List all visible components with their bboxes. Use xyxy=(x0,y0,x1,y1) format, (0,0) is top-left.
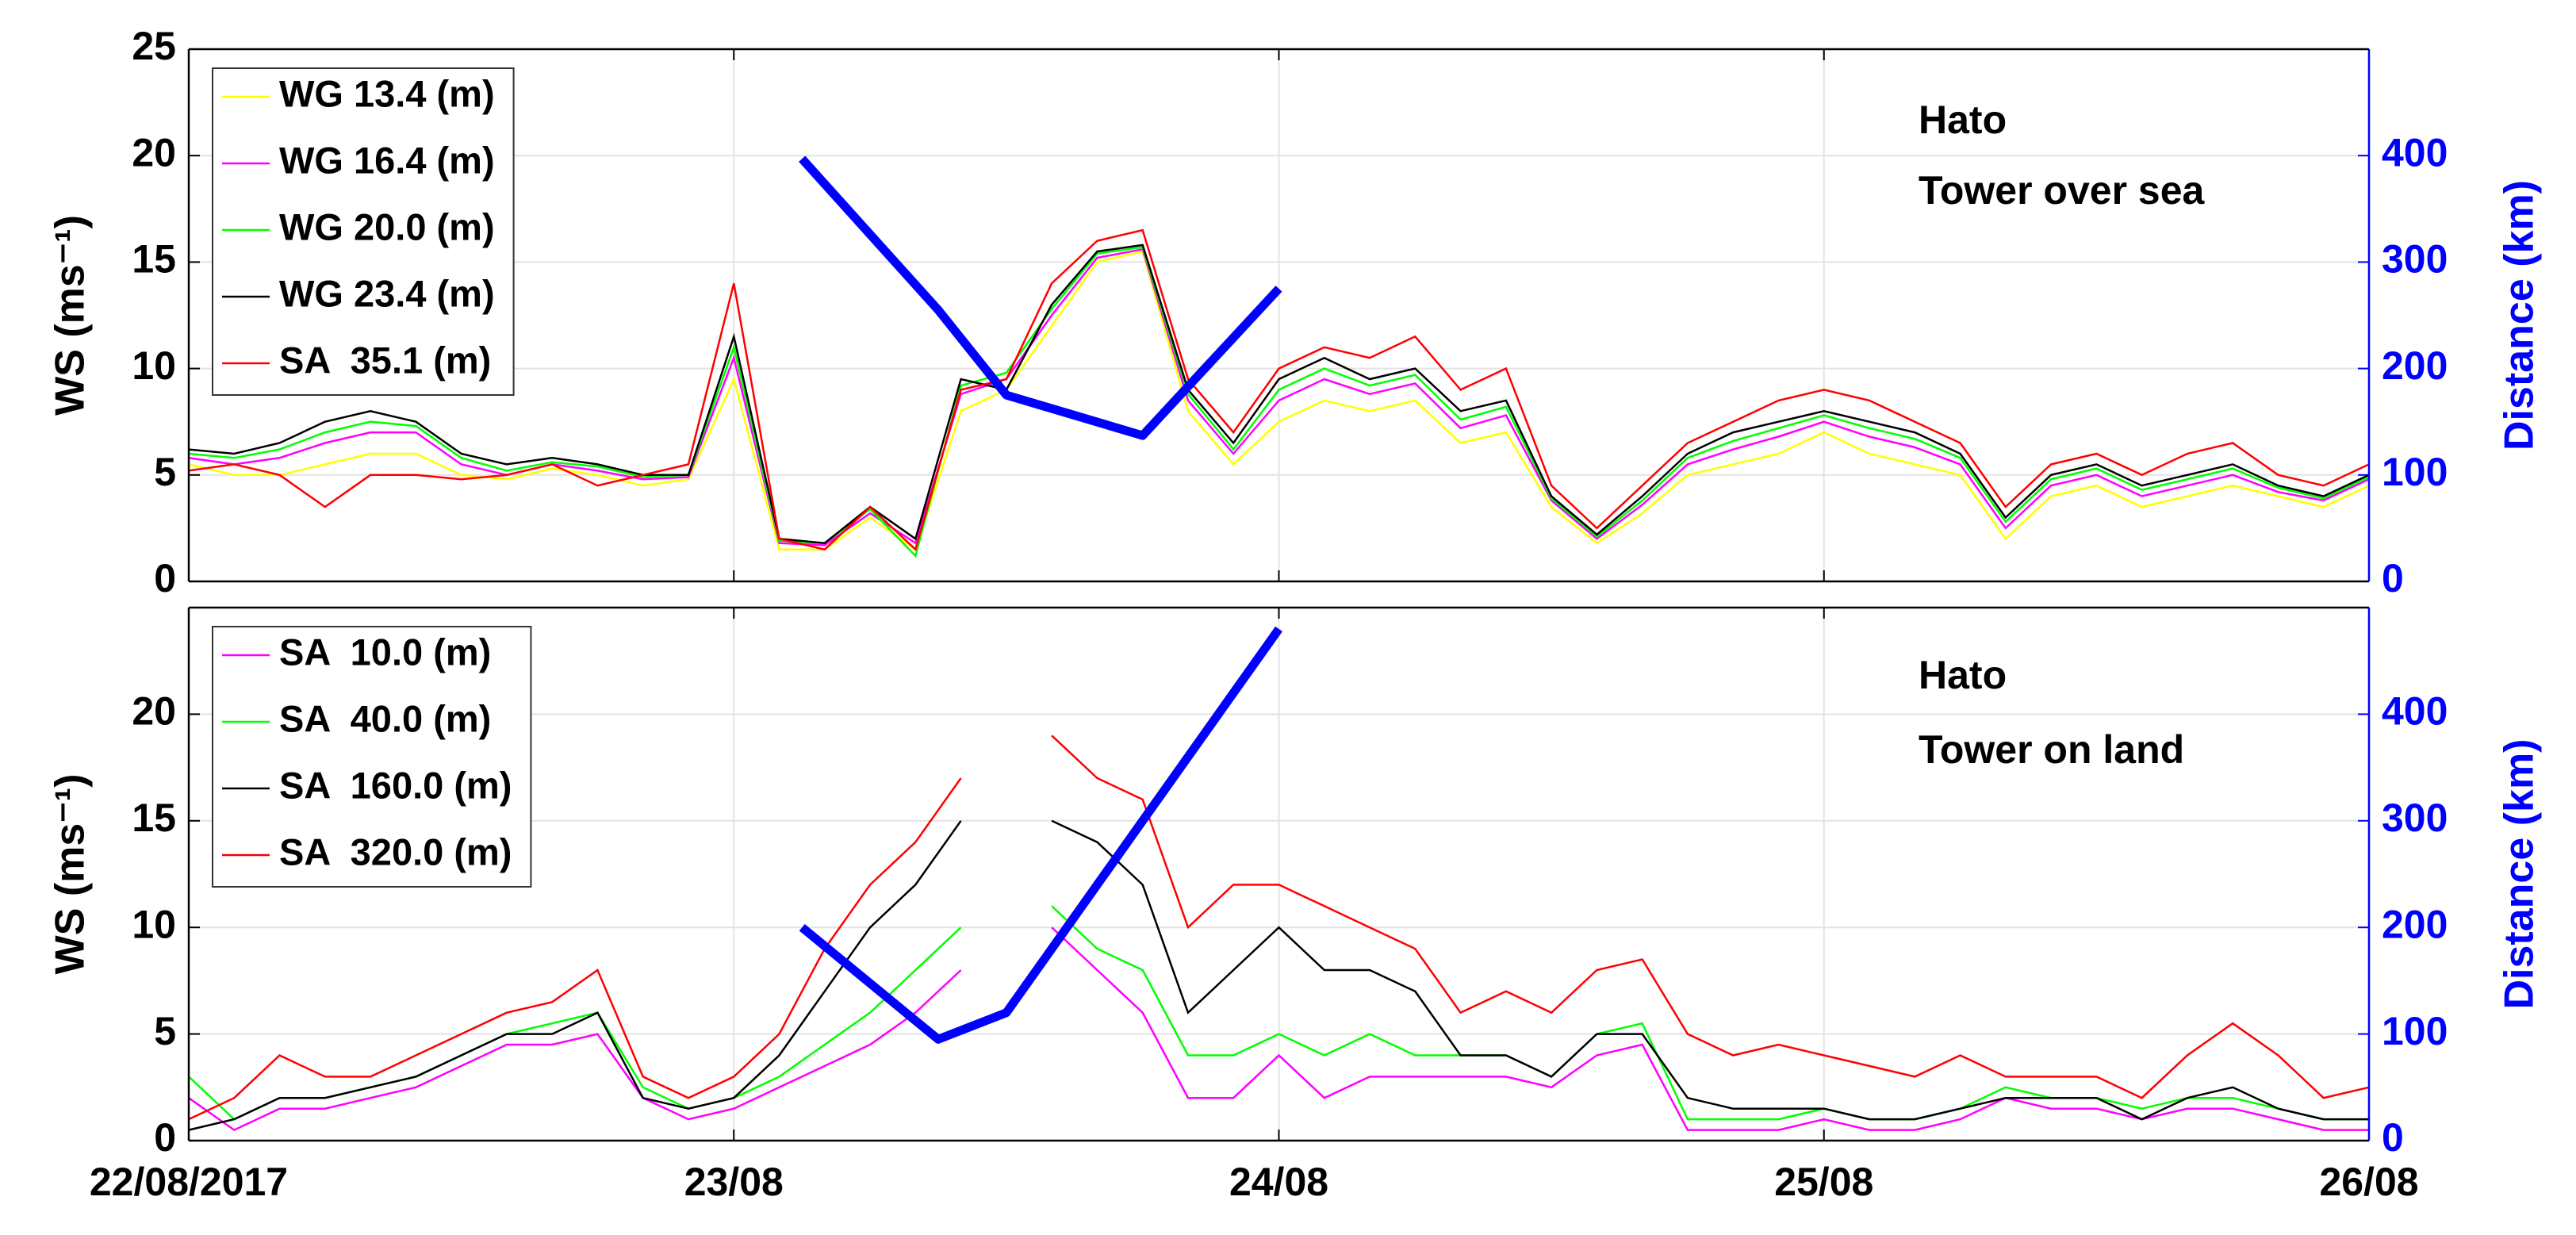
series-line xyxy=(188,228,2370,552)
y2-tick-label: 200 xyxy=(2382,902,2448,946)
y2-tick-label: 300 xyxy=(2382,796,2448,840)
y2-tick-label: 300 xyxy=(2382,237,2448,282)
legend: WG 13.4 (m) WG 16.4 (m) WG 20.0 (m) WG 23.4… xyxy=(212,67,515,396)
y-axis-label: WS (ms⁻¹) xyxy=(48,215,94,416)
y-tick-label: 10 xyxy=(132,902,176,946)
panel: 22/08/2017 23/08 24/08 25/08 26/080510152001… xyxy=(48,606,2543,1204)
y2-tick-label: 100 xyxy=(2382,450,2448,494)
x-tick-label: 25/08 xyxy=(1774,1160,1873,1204)
legend-label: WG 23.4 (m) xyxy=(279,272,495,314)
y2-axis-label: Distance (km) xyxy=(2497,180,2543,451)
y-tick-label: 5 xyxy=(154,450,176,494)
legend: SA 10.0 (m) SA 40.0 (m) SA 160.0 (m) SA 320… xyxy=(212,626,532,888)
y-tick-label: 0 xyxy=(154,1115,176,1160)
y2-tick-label: 0 xyxy=(2382,1115,2404,1160)
y-tick-label: 15 xyxy=(132,796,176,840)
series-line xyxy=(188,926,2369,1132)
x-tick-label: 26/08 xyxy=(2319,1160,2418,1204)
y-tick-label: 5 xyxy=(154,1009,176,1053)
legend-box xyxy=(212,626,532,888)
y2-tick-label: 100 xyxy=(2382,1009,2448,1053)
annotation: Tower on land xyxy=(1919,727,2184,772)
x-tick-label: 23/08 xyxy=(684,1160,784,1204)
legend-label: SA 320.0 (m) xyxy=(279,830,512,873)
y-tick-label: 25 xyxy=(132,24,176,68)
legend-label: SA 160.0 (m) xyxy=(279,764,512,806)
series-line xyxy=(188,244,2370,544)
series-line xyxy=(188,250,2370,551)
y-tick-label: 20 xyxy=(132,130,176,175)
legend-label: WG 13.4 (m) xyxy=(279,72,495,114)
y2-tick-label: 400 xyxy=(2382,689,2448,734)
x-tick-label: 24/08 xyxy=(1229,1160,1328,1204)
legend-label: WG 20.0 (m) xyxy=(279,205,495,247)
y2-axis-label: Distance (km) xyxy=(2497,739,2543,1010)
y2-tick-label: 0 xyxy=(2382,556,2404,600)
x-tick-label: 22/08/2017 xyxy=(90,1160,288,1204)
distance-line xyxy=(799,155,1282,440)
y-tick-label: 0 xyxy=(154,556,176,600)
y-tick-label: 20 xyxy=(132,689,176,734)
series-line xyxy=(188,734,2370,1121)
legend-label: WG 16.4 (m) xyxy=(279,139,495,181)
series-line xyxy=(188,819,2369,1131)
annotation: Tower over sea xyxy=(1919,168,2206,213)
series-line xyxy=(188,246,2370,558)
y2-tick-label: 200 xyxy=(2382,343,2448,388)
legend-label: SA 40.0 (m) xyxy=(279,697,491,739)
y-tick-label: 15 xyxy=(132,237,176,282)
y2-tick-label: 400 xyxy=(2382,130,2448,175)
legend-box xyxy=(212,67,515,396)
legend-label: SA 35.1 (m) xyxy=(279,339,491,381)
panel: 0 5 10 15 20 25 0 100 200 300 400 WS (ms⁻¹) Distance… xyxy=(48,24,2543,600)
legend-label: SA 10.0 (m) xyxy=(279,631,491,673)
annotation: Hato xyxy=(1919,653,2007,697)
annotation: Hato xyxy=(1919,98,2007,142)
y-axis-label: WS (ms⁻¹) xyxy=(48,774,94,975)
y-tick-label: 10 xyxy=(132,343,176,388)
distance-line xyxy=(799,626,1282,1044)
